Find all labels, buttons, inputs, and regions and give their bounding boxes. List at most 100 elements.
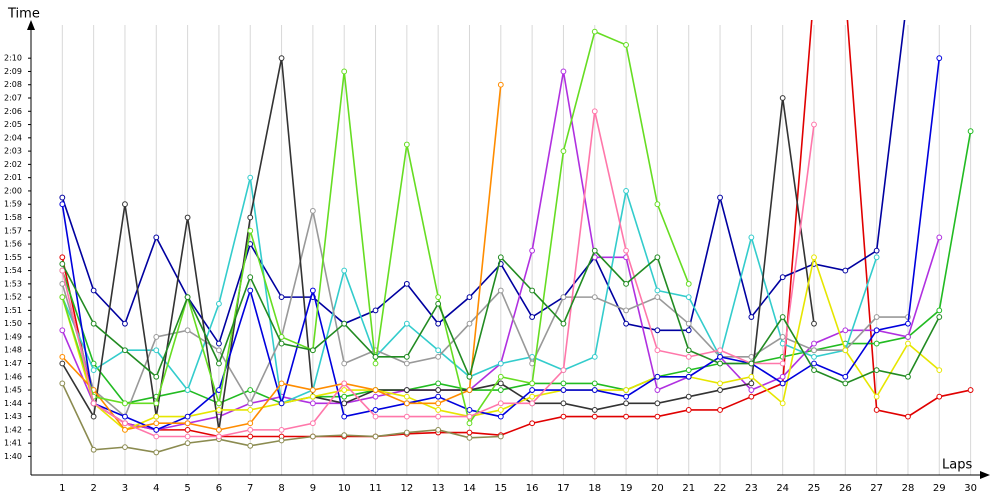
point bbox=[811, 353, 817, 360]
point bbox=[529, 420, 536, 427]
point bbox=[247, 174, 254, 181]
x-tick-label: 20 bbox=[651, 483, 664, 494]
point bbox=[403, 393, 410, 400]
point bbox=[372, 307, 379, 314]
point bbox=[372, 393, 379, 400]
point bbox=[623, 393, 629, 400]
y-tick-label: 2:02 bbox=[4, 160, 22, 169]
y-tick-label: 1:52 bbox=[4, 293, 22, 302]
point bbox=[905, 413, 911, 420]
point bbox=[247, 420, 254, 427]
point bbox=[779, 380, 786, 387]
y-tick-label: 1:54 bbox=[4, 266, 22, 275]
point bbox=[216, 347, 222, 354]
point bbox=[654, 294, 661, 301]
point bbox=[309, 400, 316, 407]
point bbox=[184, 426, 191, 433]
point bbox=[341, 68, 348, 75]
point bbox=[403, 353, 410, 360]
point bbox=[905, 334, 911, 340]
point bbox=[153, 334, 160, 340]
x-tick-label: 18 bbox=[588, 483, 601, 494]
point bbox=[497, 373, 504, 380]
point bbox=[184, 327, 191, 334]
point bbox=[529, 393, 536, 400]
x-tick-label: 4 bbox=[153, 483, 159, 494]
point bbox=[685, 353, 692, 360]
point bbox=[247, 426, 254, 433]
x-tick-label: 30 bbox=[964, 483, 977, 494]
point bbox=[529, 387, 536, 393]
y-tick-label: 1:59 bbox=[4, 200, 22, 209]
point bbox=[748, 387, 755, 393]
y-tick-label: 1:43 bbox=[4, 412, 22, 421]
point bbox=[278, 340, 285, 347]
point bbox=[341, 360, 348, 367]
x-tick-label: 24 bbox=[776, 483, 789, 494]
point bbox=[497, 413, 504, 420]
point bbox=[153, 347, 160, 354]
point bbox=[59, 353, 66, 360]
point bbox=[372, 360, 379, 367]
point bbox=[623, 320, 629, 327]
point bbox=[153, 420, 160, 427]
y-tick-label: 1:47 bbox=[4, 359, 22, 368]
point bbox=[967, 128, 974, 135]
y-tick-label: 2:06 bbox=[4, 107, 22, 116]
point bbox=[247, 287, 254, 294]
point bbox=[153, 433, 160, 440]
point bbox=[122, 320, 128, 327]
point bbox=[435, 393, 442, 400]
series-line bbox=[61, 131, 972, 405]
point bbox=[685, 373, 692, 380]
point bbox=[685, 294, 692, 301]
point bbox=[466, 434, 473, 441]
point bbox=[153, 234, 160, 241]
x-tick-label: 29 bbox=[933, 483, 946, 494]
point bbox=[497, 81, 504, 88]
point bbox=[278, 400, 285, 407]
point bbox=[779, 95, 786, 101]
y-tick-label: 2:03 bbox=[4, 147, 22, 156]
point bbox=[779, 373, 786, 380]
point bbox=[654, 327, 661, 334]
point bbox=[341, 413, 348, 420]
x-axis-label: Laps bbox=[942, 458, 972, 473]
point bbox=[811, 347, 817, 354]
point bbox=[654, 400, 661, 407]
point bbox=[873, 393, 880, 400]
point bbox=[309, 420, 316, 427]
point bbox=[967, 387, 974, 393]
point bbox=[873, 340, 880, 347]
point bbox=[403, 320, 410, 327]
y-tick-label: 2:07 bbox=[4, 94, 22, 103]
point bbox=[811, 121, 817, 128]
y-tick-label: 1:48 bbox=[4, 346, 22, 355]
point bbox=[779, 400, 786, 407]
y-tick-label: 1:46 bbox=[4, 372, 22, 381]
x-tick-label: 21 bbox=[682, 483, 695, 494]
point bbox=[466, 373, 473, 380]
y-tick-label: 1:56 bbox=[4, 240, 22, 249]
point bbox=[685, 367, 692, 374]
point bbox=[497, 407, 504, 413]
y-tick-label: 1:53 bbox=[4, 279, 22, 288]
point bbox=[216, 360, 222, 367]
point bbox=[122, 426, 128, 433]
point bbox=[591, 294, 598, 301]
point bbox=[247, 387, 254, 393]
point bbox=[278, 426, 285, 433]
point bbox=[623, 307, 629, 314]
point bbox=[341, 380, 348, 387]
x-tick-label: 12 bbox=[400, 483, 413, 494]
point bbox=[811, 360, 817, 367]
point bbox=[247, 400, 254, 407]
point bbox=[748, 353, 755, 360]
x-tick-label: 13 bbox=[432, 483, 445, 494]
point bbox=[779, 314, 786, 320]
point bbox=[435, 380, 442, 387]
point bbox=[654, 287, 661, 294]
point bbox=[623, 387, 629, 393]
point bbox=[309, 433, 316, 440]
x-tick-label: 11 bbox=[369, 483, 382, 494]
